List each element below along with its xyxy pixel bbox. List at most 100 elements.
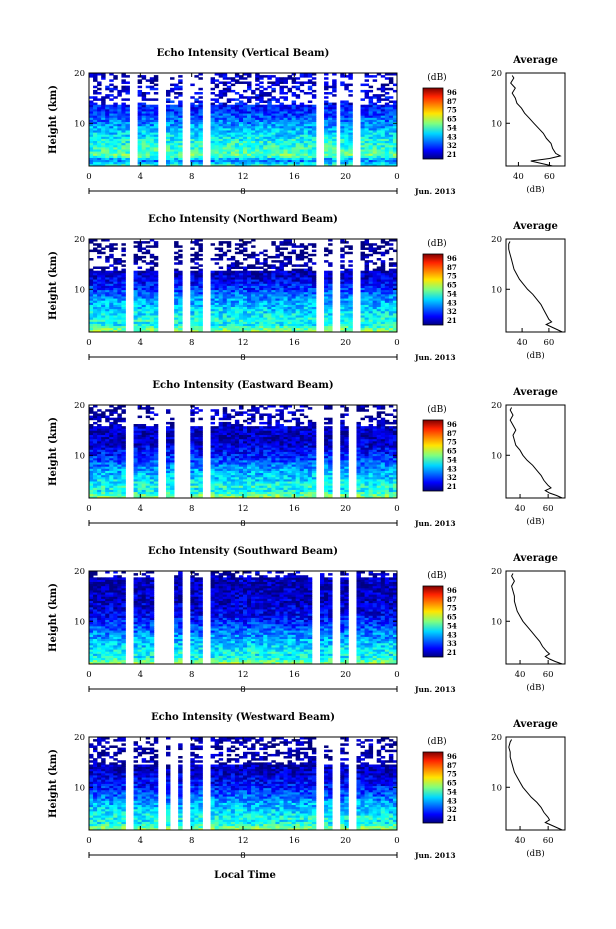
heatmap-cell	[238, 293, 244, 297]
heatmap-cell	[364, 302, 370, 305]
heatmap-cell	[392, 262, 398, 265]
heatmap-cell	[125, 92, 130, 95]
heatmap-cell	[145, 315, 151, 318]
heatmap-cell	[105, 302, 110, 305]
heatmap-cell	[93, 470, 98, 474]
heatmap-cell	[360, 329, 365, 333]
heatmap-cell	[133, 281, 139, 284]
heatmap-cell	[117, 440, 122, 444]
heatmap-cell	[279, 308, 284, 312]
heatmap-cell	[234, 321, 240, 324]
heatmap-cell	[311, 159, 317, 163]
heatmap-cell	[145, 411, 151, 414]
heatmap-cell	[101, 115, 106, 118]
heatmap-cell	[149, 77, 155, 80]
heatmap-cell	[214, 104, 220, 108]
heatmap-cell	[153, 157, 159, 161]
heatmap-cell	[137, 323, 143, 327]
heatmap-cell	[166, 94, 171, 97]
heatmap-cell	[137, 245, 143, 248]
heatmap-cell	[344, 285, 349, 289]
heatmap-cell	[113, 428, 118, 431]
heatmap-cell	[109, 300, 114, 303]
heatmap-cell	[214, 304, 220, 308]
heatmap-cell	[275, 125, 280, 129]
heatmap-cell	[360, 104, 365, 108]
heatmap-cell	[141, 98, 147, 101]
heatmap-cell	[113, 474, 118, 478]
heatmap-cell	[340, 281, 345, 284]
heatmap-cell	[255, 310, 260, 314]
heatmap-cell	[101, 104, 106, 108]
heatmap-cell	[291, 119, 297, 123]
heatmap-cell	[364, 266, 370, 269]
heatmap-cell	[93, 411, 98, 414]
heatmap-cell	[93, 79, 98, 82]
heatmap-cell	[348, 138, 353, 142]
heatmap-cell	[145, 472, 151, 476]
heatmap-cell	[368, 157, 374, 161]
heatmap-cell	[299, 243, 305, 246]
heatmap-cell	[141, 134, 147, 137]
heatmap-cell	[340, 151, 345, 154]
heatmap-cell	[117, 277, 122, 280]
heatmap-cell	[376, 100, 382, 103]
heatmap-cell	[125, 89, 130, 93]
heatmap-cell	[267, 77, 272, 80]
heatmap-cell	[238, 270, 244, 274]
heatmap-cell	[372, 293, 378, 297]
heatmap-cell	[263, 319, 268, 322]
heatmap-cell	[267, 132, 272, 135]
heatmap-cell	[153, 132, 159, 135]
heatmap-cell	[89, 300, 94, 303]
heatmap-cell	[376, 272, 382, 276]
heatmap-cell	[101, 136, 106, 139]
heatmap-cell	[348, 123, 353, 127]
heatmap-cell	[109, 466, 114, 469]
heatmap-cell	[133, 291, 139, 295]
heatmap-cell	[93, 146, 98, 150]
heatmap-cell	[259, 277, 264, 280]
heatmap-cell	[291, 121, 297, 125]
heatmap-cell	[255, 119, 260, 123]
heatmap-cell	[364, 83, 370, 87]
heatmap-cell	[311, 274, 317, 278]
heatmap-cell	[388, 108, 394, 112]
heatmap-cell	[238, 317, 244, 320]
heatmap-cell	[194, 325, 199, 329]
heatmap-cell	[243, 111, 248, 114]
heatmap-cell	[348, 121, 353, 125]
heatmap-cell	[117, 310, 122, 314]
heatmap-cell	[251, 293, 256, 297]
heatmap-cell	[174, 258, 179, 261]
heatmap-cell	[93, 310, 98, 314]
heatmap-cell	[222, 312, 228, 316]
heatmap-cell	[267, 315, 272, 318]
heatmap-cell	[145, 262, 151, 265]
heatmap-cell	[230, 329, 236, 333]
heatmap-cell	[388, 127, 394, 131]
heatmap-cell	[299, 159, 305, 163]
heatmap-cell	[101, 106, 106, 110]
heatmap-cell	[295, 302, 301, 305]
heatmap-cell	[295, 144, 301, 148]
heatmap-cell	[360, 300, 365, 303]
heatmap-cell	[230, 258, 236, 261]
heatmap-cell	[295, 319, 301, 322]
heatmap-cell	[344, 142, 349, 146]
heatmap-cell	[93, 327, 98, 331]
heatmap-cell	[360, 142, 365, 146]
heatmap-cell	[344, 132, 349, 135]
heatmap-cell	[291, 157, 297, 161]
heatmap-cell	[194, 106, 199, 110]
heatmap-cell	[145, 487, 151, 490]
heatmap-cell	[380, 241, 386, 244]
heatmap-cell	[372, 108, 378, 112]
heatmap-cell	[153, 321, 159, 324]
heatmap-cell	[299, 281, 305, 284]
heatmap-cell	[348, 149, 353, 152]
heatmap-cell	[255, 151, 260, 154]
heatmap-cell	[384, 281, 390, 284]
heatmap-cell	[141, 251, 147, 255]
heatmap-cell	[303, 142, 309, 146]
